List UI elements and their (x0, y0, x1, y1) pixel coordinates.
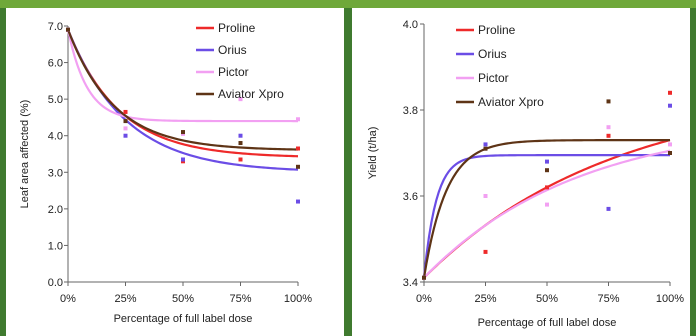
legend-label: Proline (478, 23, 516, 37)
x-tick-label: 50% (536, 293, 558, 305)
legend-label: Aviator Xpro (478, 95, 544, 109)
x-tick-label: 0% (416, 293, 432, 305)
legend-label: Orius (218, 43, 247, 57)
data-point-proline (483, 249, 488, 254)
series-line-aviator-xpro (422, 139, 670, 278)
data-point-proline (238, 157, 243, 162)
data-point-orius (545, 159, 549, 164)
series-line-pictor (66, 29, 298, 123)
y-tick-label: 4.0 (48, 131, 63, 143)
data-point-proline (668, 90, 672, 95)
leaf-area-chart-panel: 0.0 1.0 2.0 3.0 4.0 5.0 6.0 7.0 0% 25% 50% 75% 100% L… (6, 8, 344, 336)
data-point-proline (545, 185, 549, 190)
legend-label: Aviator Xpro (218, 87, 284, 101)
data-point-pictor (238, 97, 243, 102)
data-point-proline (606, 133, 611, 138)
leaf-area-chart: 0.0 1.0 2.0 3.0 4.0 5.0 6.0 7.0 0% 25% 50% 75% 100% L… (19, 21, 312, 325)
data-point-aviator-xpro (422, 275, 426, 280)
data-point-orius (668, 103, 672, 108)
data-point-pictor (296, 117, 300, 122)
y-tick-label: 1.0 (48, 240, 63, 252)
x-tick-label: 100% (284, 293, 312, 305)
y-tick-label: 6.0 (48, 58, 63, 70)
data-point-pictor (668, 142, 672, 147)
data-point-aviator-xpro (296, 164, 300, 169)
y-tick-label: 3.4 (403, 277, 418, 289)
data-point-aviator-xpro (545, 168, 549, 173)
legend-label: Proline (218, 21, 256, 35)
data-point-pictor (606, 125, 611, 130)
data-point-orius (181, 157, 185, 162)
data-point-aviator-xpro (668, 151, 672, 155)
yield-chart: 3.4 3.6 3.8 4.0 0% 25% 50% 75% 100% Yield (t/ha) P… (367, 19, 684, 329)
data-point-orius (606, 206, 611, 211)
y-tick-label: 5.0 (48, 94, 63, 106)
data-point-pictor (483, 194, 488, 198)
x-tick-label: 50% (172, 293, 194, 305)
data-point-aviator-xpro (66, 27, 70, 32)
y-tick-label: 7.0 (48, 21, 63, 33)
data-point-aviator-xpro (181, 130, 185, 135)
y-tick-label: 4.0 (403, 19, 418, 31)
series-line-orius (422, 154, 670, 278)
x-tick-label: 75% (229, 293, 251, 305)
series-line-pictor (423, 149, 671, 279)
y-tick-label: 3.8 (403, 105, 418, 117)
x-tick-label: 25% (474, 293, 496, 305)
y-axis-title: Leaf area affected (%) (19, 100, 31, 209)
header-banner (0, 0, 696, 8)
yield-chart-panel: 3.4 3.6 3.8 4.0 0% 25% 50% 75% 100% Yield (t/ha) P… (352, 8, 690, 336)
x-tick-label: 75% (597, 293, 619, 305)
data-point-orius (483, 142, 488, 147)
data-point-aviator-xpro (483, 146, 488, 151)
data-point-orius (123, 133, 128, 138)
data-point-aviator-xpro (606, 99, 611, 104)
data-point-orius (296, 199, 300, 204)
y-tick-label: 0.0 (48, 277, 63, 289)
series-line-aviator-xpro (66, 29, 299, 151)
data-point-proline (123, 109, 128, 114)
x-axis-title: Percentage of full label dose (114, 313, 253, 325)
y-tick-label: 3.0 (48, 167, 63, 179)
x-tick-label: 0% (60, 293, 76, 305)
y-axis-title: Yield (t/ha) (367, 127, 379, 180)
legend-label: Orius (478, 47, 507, 61)
x-axis-title: Percentage of full label dose (478, 317, 617, 329)
legend-label: Pictor (218, 65, 249, 79)
data-point-pictor (123, 126, 128, 131)
data-point-proline (296, 146, 300, 151)
x-tick-label: 100% (656, 293, 684, 305)
data-point-aviator-xpro (123, 119, 128, 124)
x-tick-label: 25% (114, 293, 136, 305)
data-point-pictor (545, 202, 549, 207)
y-tick-label: 2.0 (48, 204, 63, 216)
y-tick-label: 3.6 (403, 191, 418, 203)
data-point-aviator-xpro (238, 141, 243, 146)
legend-label: Pictor (478, 71, 509, 85)
data-point-orius (238, 133, 243, 138)
